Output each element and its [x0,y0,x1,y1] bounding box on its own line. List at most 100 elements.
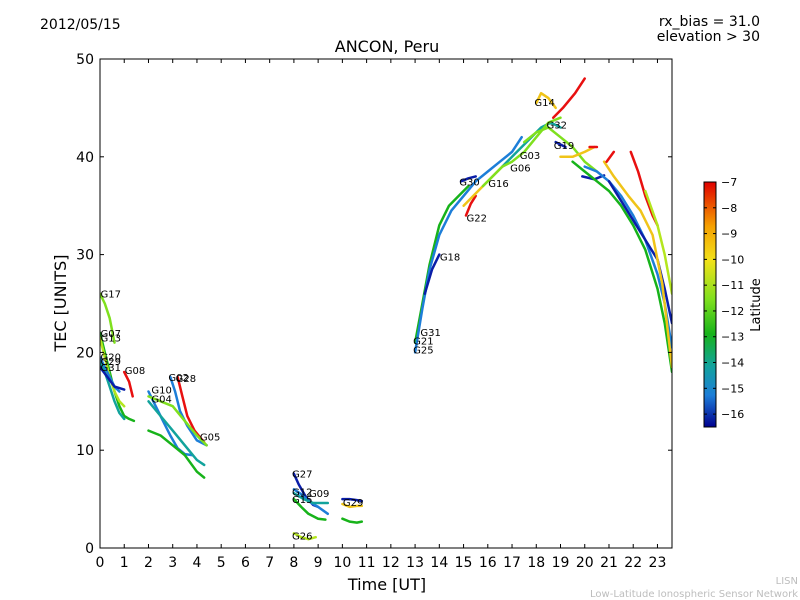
series-line-g22 [464,194,477,217]
prn-label-g31: G31 [101,363,121,374]
prn-label-g04: G04 [151,394,171,405]
x-tick-label: 10 [333,555,351,571]
y-tick-label: 30 [76,248,94,264]
footer-lisn: LISN [775,576,798,587]
x-tick-label: 11 [358,555,376,571]
colorbar-label: Latitude [749,278,764,332]
series-line-g30r [644,189,672,295]
prn-label-g19: G19 [554,141,574,152]
x-tick-label: 18 [527,555,545,571]
y-tick-label: 50 [76,52,94,68]
y-axis-label: TEC [UNITS] [51,255,70,353]
prn-label-g05: G05 [200,433,220,444]
x-tick-label: 4 [192,555,201,571]
prn-label-g18: G18 [440,253,460,264]
y-tick-label: 0 [85,541,94,557]
colorbar-tick-label: −16 [721,408,744,421]
chart-title: ANCON, Peru [335,37,439,56]
x-tick-label: 15 [455,555,473,571]
axis-ticks: 0 1 2 3 4 5 6 7 8 9 10 11 12 13 14 15 16 17 18 19 20 21 22 2301… [76,52,672,571]
x-tick-label: 2 [144,555,153,571]
series-line-g08 [122,370,134,398]
x-tick-label: 13 [406,555,424,571]
x-tick-label: 7 [265,555,274,571]
x-tick-label: 14 [430,555,448,571]
prn-label-g31: G31 [420,328,440,339]
prn-label-g02: G02 [168,373,188,384]
x-tick-label: 8 [289,555,298,571]
prn-label-g14: G14 [534,98,554,109]
x-tick-label: 22 [624,555,642,571]
y-tick-label: 20 [76,345,94,361]
series-line-g15 [292,497,327,521]
y-tick-label: 10 [76,443,94,459]
series-line-g30 [459,175,477,183]
series-line-g11 [147,395,208,447]
series-line-g21r [607,180,672,325]
colorbar-tick-label: −10 [721,253,744,266]
colorbar-tick-label: −14 [721,357,744,370]
x-tick-label: 17 [503,555,521,571]
series-line-g11r [559,145,596,159]
x-tick-label: 9 [314,555,323,571]
prn-label-g27: G27 [292,470,312,481]
colorbar-tick-label: −7 [721,176,737,189]
series-line-g25 [413,135,523,354]
prn-label-g30: G30 [459,177,479,188]
date-label: 2012/05/15 [40,17,121,33]
x-tick-label: 20 [576,555,594,571]
series-line-g03r [583,165,672,349]
prn-label-g12: G12 [292,487,312,498]
series-line-g02b [341,502,364,509]
footer-network: Low-Latitude Ionospheric Sensor Network [590,589,798,600]
series-line-g21 [413,184,470,344]
prn-label-g25: G25 [413,345,433,356]
series-line-g28 [176,375,206,444]
prn-label-g15: G15 [292,495,312,506]
prn-label-g28: G28 [176,374,196,385]
series-line-g32 [522,126,599,173]
series-layer [100,77,672,541]
prn-label-g29: G29 [101,357,121,368]
prn-label-g10: G10 [151,386,171,397]
prn-label-g06: G06 [510,164,530,175]
colorbar-tick-label: −8 [721,202,737,215]
series-line-g31 [100,365,126,391]
prn-label-g13: G13 [101,334,121,345]
prn-label-g07: G07 [101,329,121,340]
x-tick-label: 21 [600,555,618,571]
prn-label-g29: G29 [343,498,363,509]
x-tick-label: 5 [217,555,226,571]
series-line-g17 [100,292,116,344]
colorbar [703,181,717,428]
series-line-g19 [554,140,567,149]
x-tick-label: 23 [649,555,667,571]
colorbar-ticks: −7 −8 −9 −10 −11 −12 −13 −14 −15 −16 [704,176,744,421]
x-tick-label: 16 [479,555,497,571]
series-line-g26 [292,532,317,541]
prn-label-g08: G08 [125,366,145,377]
series-line-g29 [100,360,126,421]
colorbar-tick-label: −12 [721,305,744,318]
prn-label-g26: G26 [292,531,312,542]
series-line-g18 [423,253,441,295]
prn-label-g22: G22 [466,213,486,224]
x-tick-label: 6 [241,555,250,571]
x-tick-label: 19 [552,555,570,571]
series-line-g05 [147,429,206,479]
prn-label-g20: G20 [101,352,121,363]
prn-label-g32: G32 [546,121,566,132]
colorbar-tick-label: −9 [721,228,737,241]
prn-label-g21: G21 [413,337,433,348]
rx-bias-label: rx_bias = 31.0 [658,14,760,30]
series-line-g06 [481,116,562,188]
elevation-label: elevation > 30 [656,29,760,45]
x-tick-label: 3 [168,555,177,571]
colorbar-tick-label: −15 [721,382,744,395]
plot-frame [99,58,673,549]
prn-label-g17: G17 [101,290,121,301]
series-line-g29b [341,497,364,503]
prn-label-g03: G03 [520,151,540,162]
